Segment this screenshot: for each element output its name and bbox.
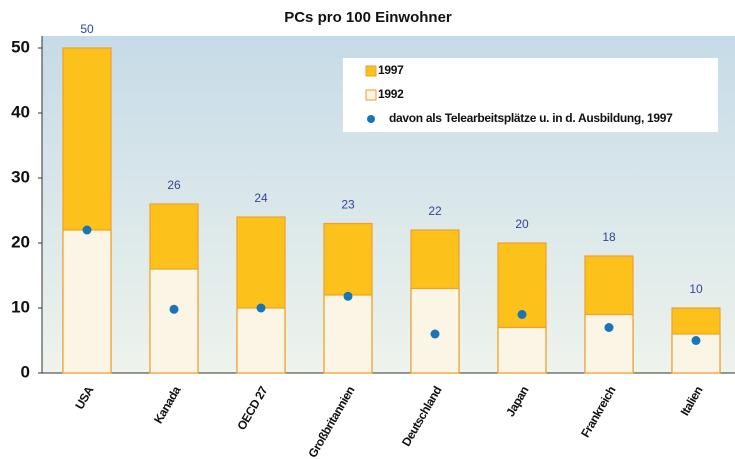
bar (62, 229, 112, 374)
x-tick-label: OECD 27 (234, 383, 270, 432)
legend-label: davon als Telearbeitsplätze u. in d. Aus… (389, 111, 673, 125)
x-tick-label: USA (72, 383, 96, 411)
dot (430, 329, 440, 339)
legend-label: 1992 (378, 87, 404, 101)
legend-label: 1997 (378, 63, 404, 77)
dot (517, 310, 527, 319)
bar (149, 268, 199, 374)
y-tick-label: 40 (11, 102, 30, 121)
value-label: 23 (341, 198, 355, 212)
bar (497, 326, 547, 374)
dot (82, 225, 92, 235)
legend-swatch (365, 89, 377, 101)
dot (343, 291, 353, 301)
dot (691, 336, 701, 345)
value-label: 50 (80, 22, 94, 36)
value-label: 24 (254, 191, 268, 205)
value-label: 10 (689, 282, 703, 296)
value-label: 22 (428, 204, 442, 218)
value-label: 20 (515, 217, 529, 231)
value-label: 18 (602, 230, 616, 244)
bar (236, 307, 286, 374)
x-tick-label: Deutschland (399, 384, 444, 449)
legend-swatch (365, 65, 377, 77)
legend-box (343, 58, 718, 132)
x-tick-label: Frankreich (578, 384, 618, 440)
chart-title: PCs pro 100 Einwohner (284, 9, 452, 26)
x-tick-label: Japan (503, 384, 531, 419)
y-tick-label: 0 (21, 362, 30, 381)
y-tick-label: 30 (11, 167, 30, 186)
legend-dot (367, 115, 375, 123)
dot (604, 323, 614, 332)
x-tick-label: Großbritannien (305, 384, 357, 459)
dot (256, 303, 266, 313)
x-tick-label: Italien (678, 384, 706, 418)
y-tick-label: 50 (11, 37, 30, 56)
y-tick-label: 10 (11, 297, 30, 316)
y-tick-label: 20 (11, 232, 30, 251)
bar (323, 294, 373, 374)
dot (169, 304, 179, 314)
value-label: 26 (167, 178, 181, 192)
x-tick-label: Kanada (151, 383, 184, 426)
